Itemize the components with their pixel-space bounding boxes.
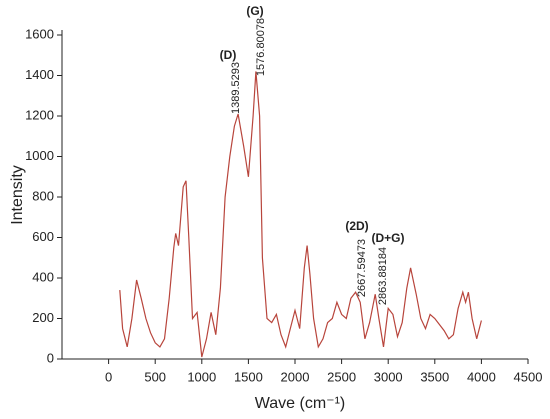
y-tick-label: 400	[32, 269, 54, 284]
y-tick-label: 0	[47, 350, 54, 365]
annotation: 1576.80078	[255, 18, 267, 76]
annotation: 2863.88184	[377, 247, 389, 305]
y-tick-label: 1000	[25, 148, 54, 163]
x-axis-label: Wave (cm⁻¹)	[255, 395, 346, 412]
x-tick-label: 2000	[281, 369, 310, 384]
y-tick-label: 1400	[25, 67, 54, 82]
y-tick-label: 1600	[25, 26, 54, 41]
x-tick-label: 4500	[514, 369, 543, 384]
x-tick-label: 1000	[187, 369, 216, 384]
x-tick-label: 4000	[467, 369, 496, 384]
x-tick-label: 2500	[327, 369, 356, 384]
x-tick-label: 1500	[234, 369, 263, 384]
y-tick-label: 1200	[25, 107, 54, 122]
x-tick-label: 500	[144, 369, 166, 384]
y-tick-label: 600	[32, 229, 54, 244]
annotation: (D)	[220, 48, 237, 62]
annotation: (D+G)	[372, 231, 405, 245]
annotation: 2667.59473	[356, 239, 368, 297]
y-axis-label: Intensity	[9, 165, 26, 225]
annotation: (G)	[246, 4, 263, 18]
y-tick-label: 200	[32, 310, 54, 325]
spectrum-line	[119, 71, 482, 358]
x-tick-label: 0	[105, 369, 112, 384]
x-tick-label: 3500	[420, 369, 449, 384]
y-tick-label: 800	[32, 188, 54, 203]
x-tick-label: 3000	[374, 369, 403, 384]
annotation: 1389.5293	[230, 62, 242, 114]
annotation: (2D)	[345, 219, 368, 233]
